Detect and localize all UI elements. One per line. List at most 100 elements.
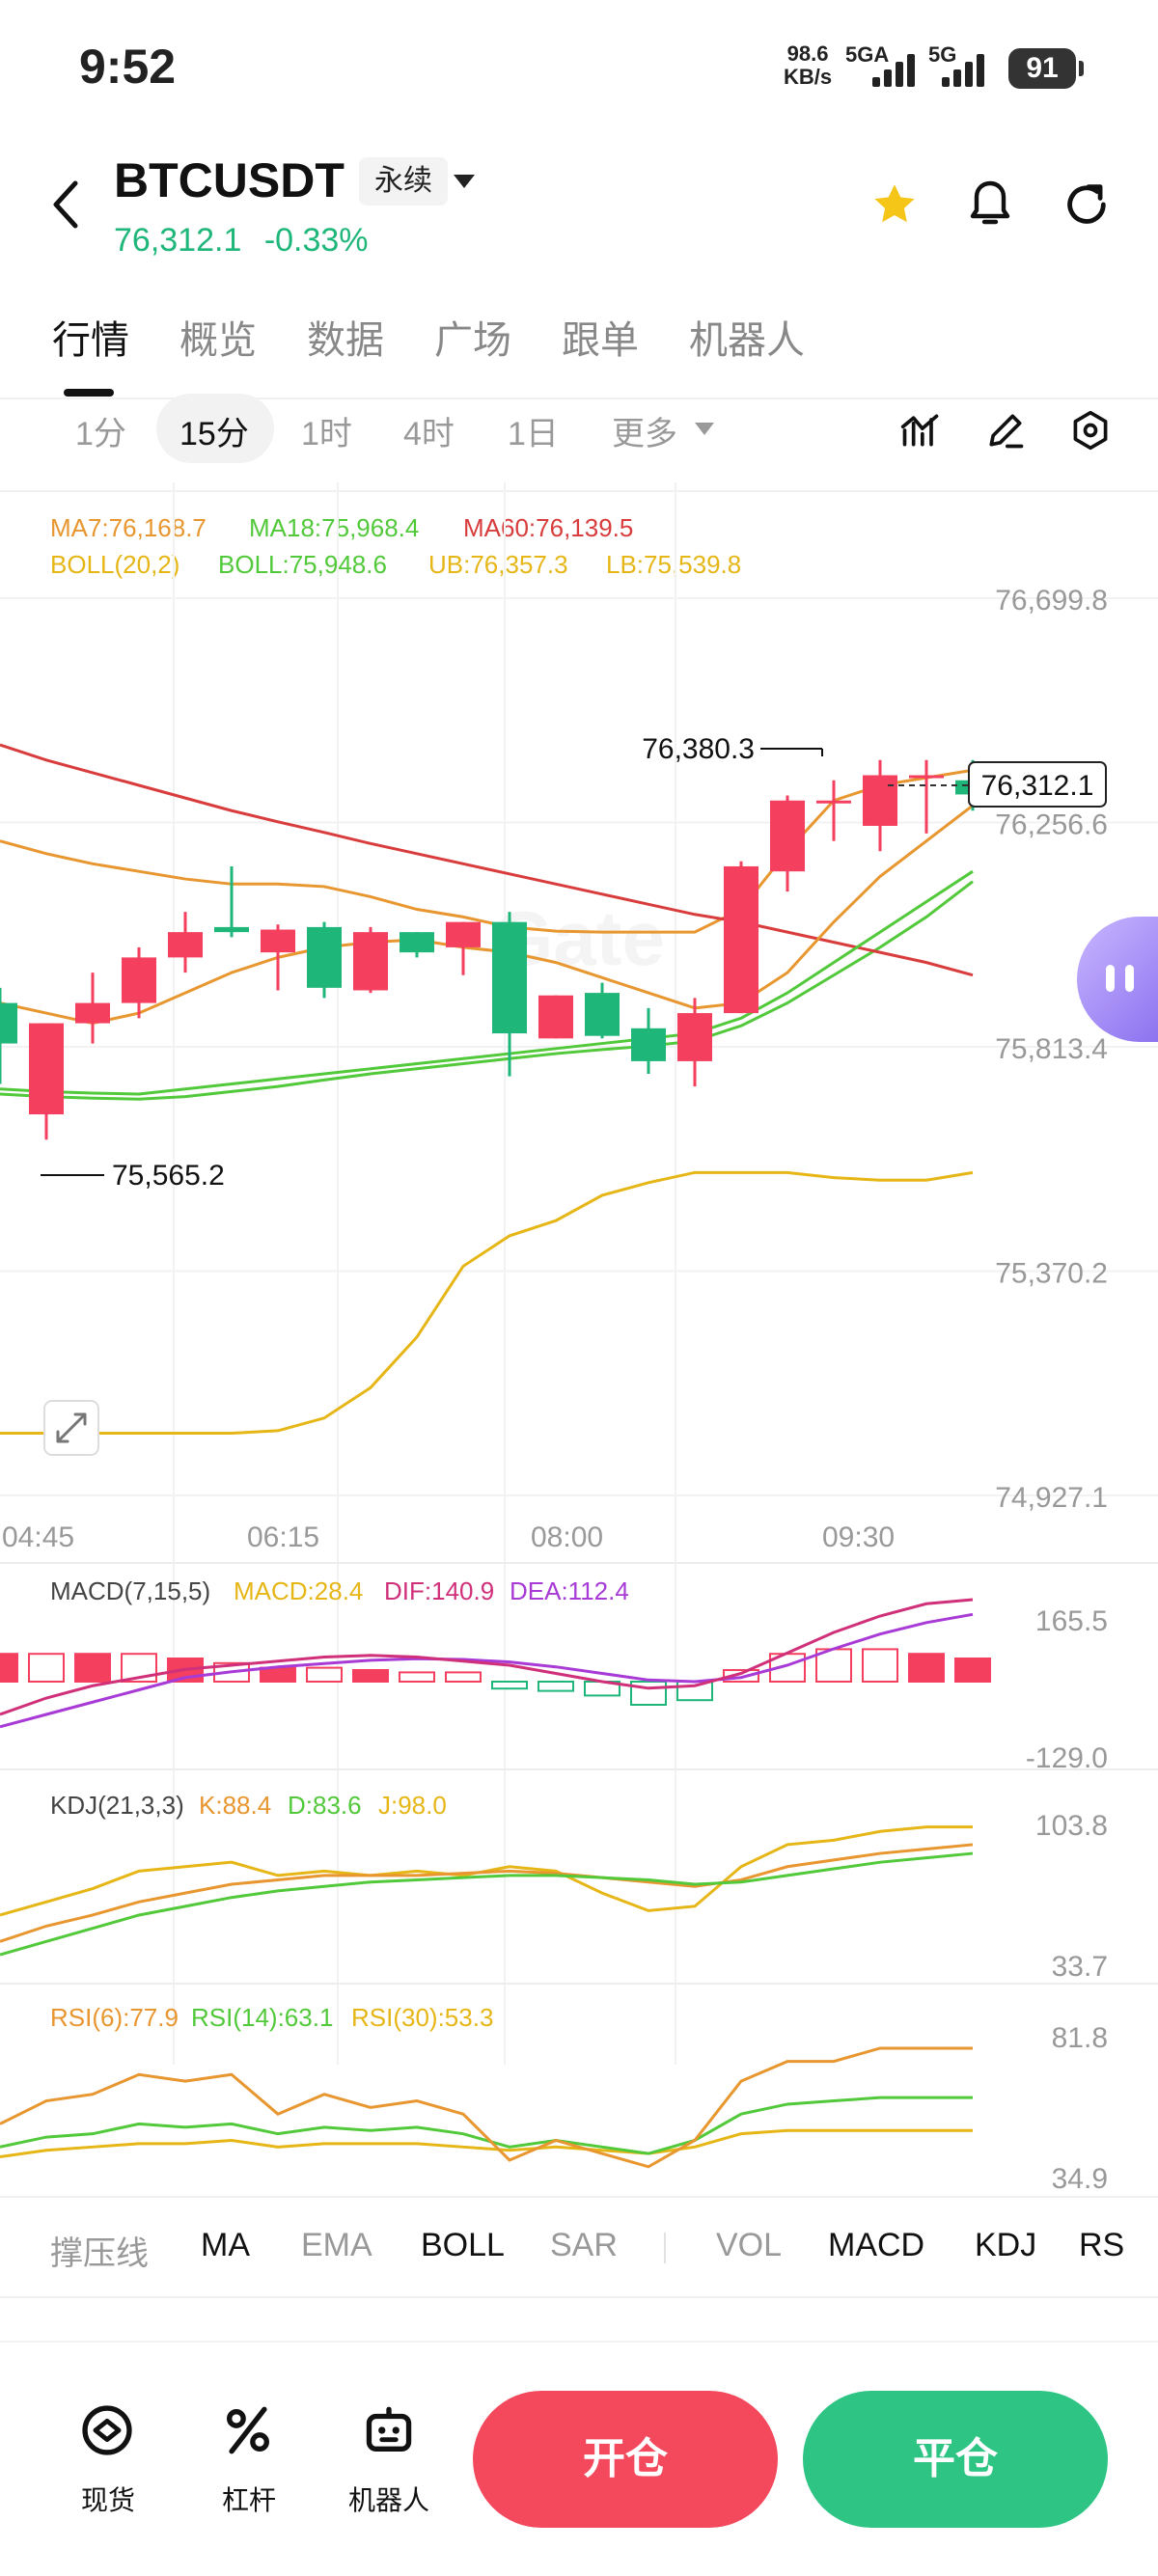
indicator-macd[interactable]: MACD bbox=[828, 2227, 925, 2263]
kdj-d-line bbox=[0, 1851, 974, 1957]
tab-data[interactable]: 数据 bbox=[307, 319, 384, 362]
y-tick-label: 76,256.6 bbox=[995, 809, 1108, 841]
macd-bar bbox=[0, 1653, 18, 1683]
candle-body bbox=[585, 993, 620, 1036]
contract-type-badge[interactable]: 永续 bbox=[359, 157, 448, 206]
rsi30-line bbox=[0, 2128, 973, 2159]
y-tick-label: 74,927.1 bbox=[995, 1482, 1108, 1514]
candle-body bbox=[0, 1002, 17, 1044]
divider bbox=[0, 2296, 1158, 2298]
leverage-label[interactable]: 杠杆 bbox=[221, 2485, 276, 2515]
tab-overview[interactable]: 概览 bbox=[179, 319, 257, 362]
candle-body bbox=[863, 775, 897, 826]
interval-active-pill bbox=[156, 394, 274, 463]
tab-active-indicator bbox=[64, 389, 114, 397]
interval-more[interactable]: 更多 bbox=[612, 416, 677, 452]
kline-chart[interactable]: Gate 76,699.876,256.675,813.475,370.274,… bbox=[0, 482, 1158, 2200]
divider bbox=[0, 397, 1158, 399]
indicator-ma[interactable]: MA bbox=[201, 2227, 250, 2263]
candle-body bbox=[770, 800, 805, 872]
kdj-label: KDJ(21,3,3) bbox=[50, 1791, 184, 1820]
candle-body bbox=[353, 932, 388, 991]
chevron-down-icon[interactable] bbox=[454, 175, 475, 188]
interval-1m[interactable]: 1分 bbox=[75, 416, 126, 452]
candle-body bbox=[631, 1028, 666, 1061]
bot-label[interactable]: 机器人 bbox=[347, 2485, 429, 2515]
tab-copy-trading[interactable]: 跟单 bbox=[562, 319, 639, 362]
close-position-button[interactable]: 平仓 bbox=[803, 2391, 1108, 2528]
macd-bar bbox=[399, 1671, 435, 1684]
candle-body bbox=[307, 926, 342, 988]
spot-icon[interactable] bbox=[79, 2402, 135, 2458]
battery-indicator: 91 bbox=[1008, 48, 1084, 89]
robot-icon[interactable] bbox=[361, 2402, 417, 2458]
tab-market[interactable]: 行情 bbox=[52, 319, 129, 362]
divider bbox=[0, 2341, 1158, 2343]
candle-body bbox=[538, 995, 573, 1039]
chevron-down-icon[interactable] bbox=[695, 423, 714, 435]
candle-body bbox=[724, 865, 758, 1014]
legend-ma18: MA18:75,968.4 bbox=[249, 513, 420, 542]
macd-bar bbox=[445, 1671, 482, 1684]
open-position-button[interactable]: 开仓 bbox=[473, 2391, 778, 2528]
ma60-line bbox=[0, 743, 974, 977]
spot-label[interactable]: 现货 bbox=[80, 2485, 135, 2515]
change-percent: -0.33% bbox=[263, 222, 369, 259]
y-tick-label: 75,370.2 bbox=[995, 1258, 1108, 1290]
network-type-5ga: 5GA bbox=[845, 42, 890, 67]
macd-dif-line bbox=[0, 1598, 974, 1716]
rsi14-line bbox=[0, 2096, 973, 2155]
divider-vertical bbox=[664, 2233, 666, 2263]
last-price-label: 76,312.1 bbox=[981, 770, 1094, 802]
interval-15m[interactable]: 15分 bbox=[179, 416, 249, 452]
indicator-rsi[interactable]: RSI bbox=[1079, 2227, 1127, 2263]
macd-value: MACD:28.4 bbox=[234, 1576, 364, 1605]
macd-bar bbox=[491, 1681, 528, 1690]
boll-upper-line bbox=[0, 768, 974, 934]
leverage-icon[interactable] bbox=[220, 2402, 276, 2458]
indicator-ema[interactable]: EMA bbox=[301, 2227, 372, 2263]
network-type-5g: 5G bbox=[928, 42, 957, 67]
last-price: 76,312.1 bbox=[114, 222, 242, 259]
interval-1d[interactable]: 1日 bbox=[508, 416, 559, 452]
x-tick-label: 04:45 bbox=[2, 1521, 74, 1553]
candle-body bbox=[214, 926, 249, 933]
kdj-y-bottom: 33.7 bbox=[1052, 1951, 1108, 1983]
legend-boll-ub: UB:76,357.3 bbox=[428, 550, 568, 579]
indicator-boll[interactable]: BOLL bbox=[421, 2227, 505, 2263]
macd-dea-line bbox=[0, 1612, 974, 1729]
indicator-kdj[interactable]: KDJ bbox=[975, 2227, 1037, 2263]
indicator-sar[interactable]: SAR bbox=[550, 2227, 618, 2263]
rsi-y-bottom: 34.9 bbox=[1052, 2163, 1108, 2195]
draw-pen-icon[interactable] bbox=[984, 409, 1027, 452]
candle-body bbox=[122, 957, 156, 1003]
interval-4h[interactable]: 4时 bbox=[403, 416, 455, 452]
candle-body bbox=[492, 921, 527, 1034]
legend-ma7: MA7:76,168.7 bbox=[50, 513, 207, 542]
share-icon[interactable] bbox=[1062, 179, 1112, 230]
legend-boll-mid: BOLL:75,948.6 bbox=[218, 550, 387, 579]
macd-bar bbox=[908, 1653, 945, 1683]
back-arrow-icon[interactable] bbox=[48, 179, 83, 230]
bell-icon[interactable] bbox=[967, 178, 1013, 232]
interval-1h[interactable]: 1时 bbox=[301, 416, 352, 452]
network-speed: 98.6 KB/s bbox=[784, 42, 832, 89]
divider bbox=[0, 490, 1158, 492]
low-annotation: 75,565.2 bbox=[112, 1160, 225, 1192]
legend-ma60: MA60:76,139.5 bbox=[463, 513, 634, 542]
tab-bots[interactable]: 机器人 bbox=[689, 319, 805, 362]
price-change: 76,312.1 -0.33% bbox=[114, 222, 369, 260]
indicator-icon[interactable] bbox=[899, 409, 942, 452]
indicator-support-resistance[interactable]: 撑压线 bbox=[50, 2235, 149, 2272]
signal-icon bbox=[872, 54, 921, 87]
tab-square[interactable]: 广场 bbox=[434, 319, 511, 362]
settings-hexagon-icon[interactable] bbox=[1069, 409, 1112, 452]
ma7-line bbox=[0, 804, 974, 1026]
kdj-y-top: 103.8 bbox=[1035, 1810, 1108, 1842]
indicator-vol[interactable]: VOL bbox=[716, 2227, 783, 2263]
macd-dif: DIF:140.9 bbox=[384, 1576, 495, 1605]
rsi30: RSI(30):53.3 bbox=[351, 2003, 494, 2032]
star-icon[interactable] bbox=[868, 179, 921, 230]
symbol-title[interactable]: BTCUSDT bbox=[114, 153, 345, 207]
high-annotation: 76,380.3 bbox=[642, 733, 755, 765]
